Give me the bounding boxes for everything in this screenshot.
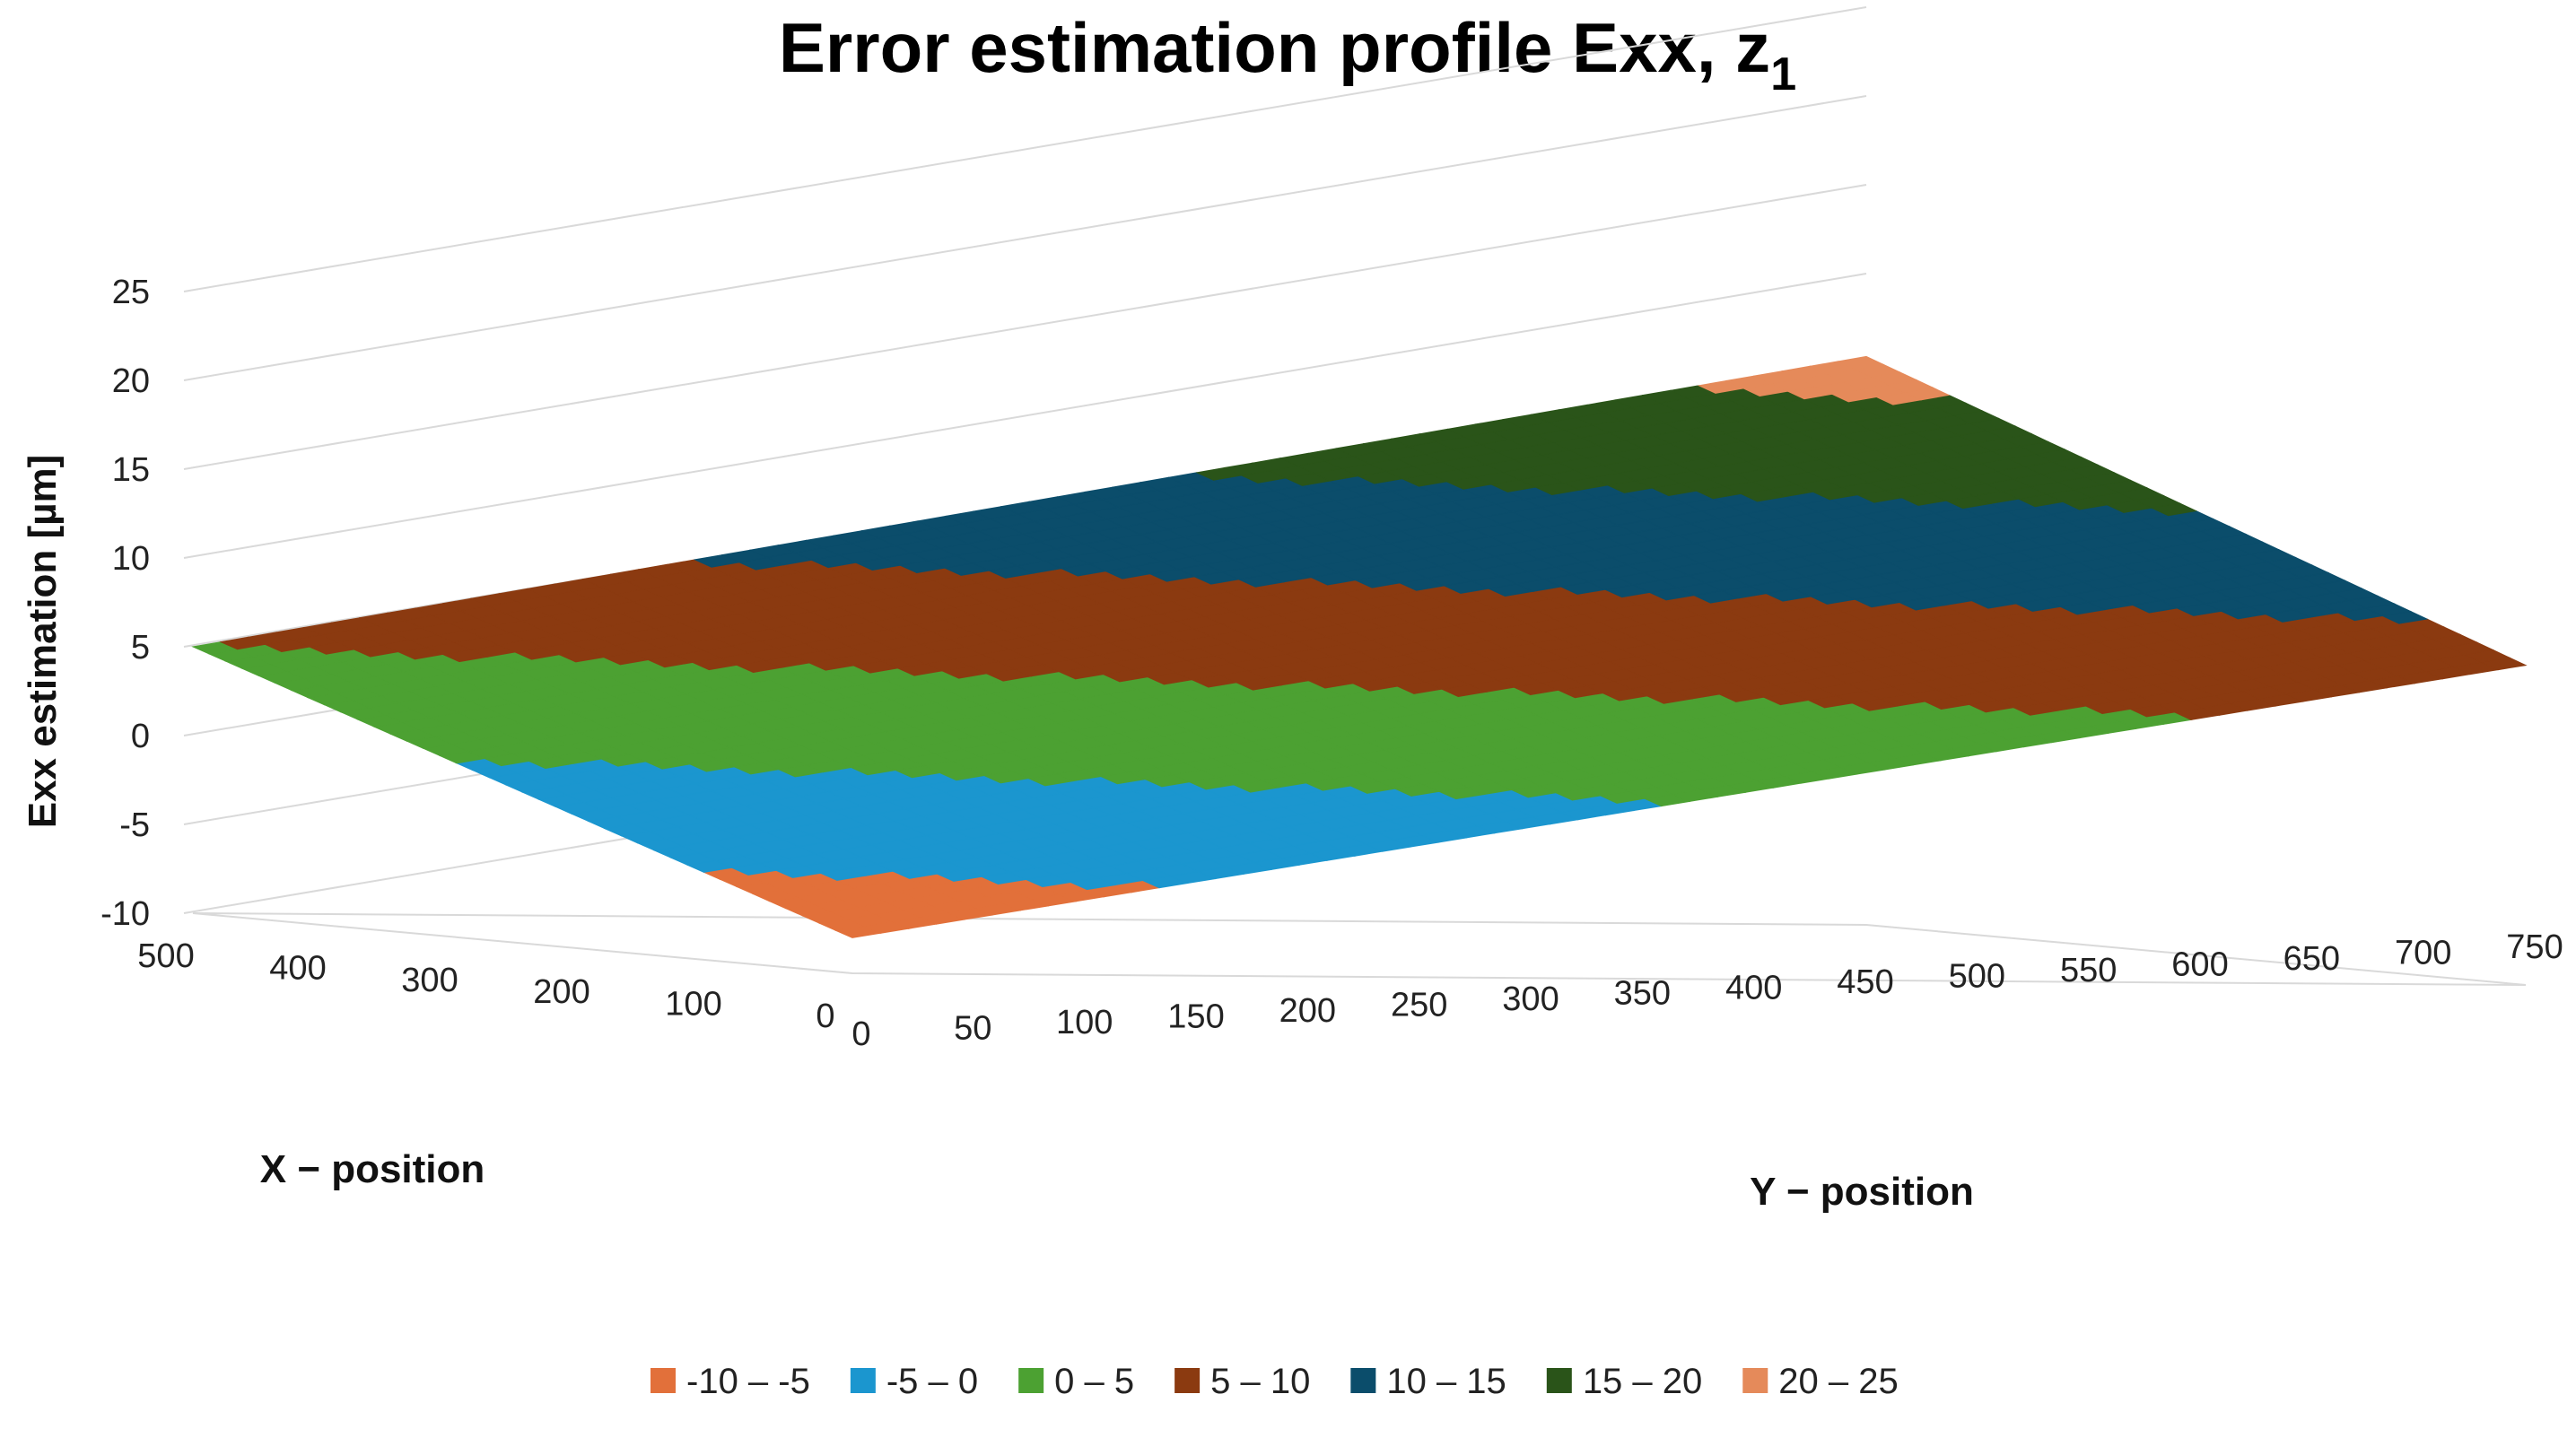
z-gridline (183, 6, 1867, 292)
z-gridline (183, 273, 1867, 559)
surface (191, 355, 2528, 938)
y-tick-label: 700 (2395, 935, 2451, 972)
chart-title: Error estimation profile Exx, z1 (779, 8, 1796, 100)
y-axis-label: Y − position (1750, 1170, 1974, 1214)
z-tick-label: 25 (112, 274, 150, 311)
legend-item: 15 – 20 (1546, 1362, 1702, 1401)
legend-label: 15 – 20 (1583, 1362, 1702, 1401)
z-tick-label: 5 (131, 629, 150, 667)
z-gridline (183, 95, 1867, 381)
y-tick-label: 250 (1391, 987, 1447, 1024)
z-tick-label: 15 (112, 451, 150, 489)
x-tick-label: 300 (401, 962, 458, 999)
x-tick-label: 500 (137, 937, 194, 975)
y-tick-label: 450 (1837, 963, 1893, 1001)
legend-item: 10 – 15 (1350, 1362, 1506, 1401)
legend-swatch (1174, 1368, 1201, 1393)
floor-gridlines (192, 912, 2527, 986)
legend-item: -10 – -5 (651, 1362, 810, 1401)
legend-swatch (1018, 1368, 1044, 1393)
y-tick-label: 150 (1167, 998, 1224, 1036)
legend-label: 20 – 25 (1778, 1362, 1898, 1401)
y-axis-ticks: 0 50 100 150 200 250 300 350 400 450 500 550 600 650 7… (851, 928, 2563, 1053)
z-gridline (183, 184, 1867, 470)
y-tick-label: 600 (2171, 945, 2228, 983)
legend-swatch (1546, 1368, 1572, 1393)
z-tick-label: 10 (112, 540, 150, 578)
y-tick-label: 300 (1502, 980, 1559, 1018)
legend-item: -5 – 0 (850, 1362, 978, 1401)
z-tick-label: -10 (100, 895, 150, 933)
y-tick-label: 500 (1949, 957, 2005, 995)
legend-label: -10 – -5 (686, 1362, 810, 1401)
legend: -10 – -5 -5 – 0 0 – 5 5 – 10 10 – 15 15 – 20 2… (651, 1362, 1899, 1401)
legend-label: 10 – 15 (1386, 1362, 1506, 1401)
legend-item: 5 – 10 (1174, 1362, 1310, 1401)
y-tick-label: 50 (954, 1010, 991, 1048)
y-tick-label: 750 (2506, 928, 2563, 966)
y-tick-label: 350 (1614, 975, 1671, 1013)
legend-label: 5 – 10 (1210, 1362, 1310, 1401)
z-tick-label: 20 (112, 362, 150, 400)
y-tick-label: 550 (2060, 952, 2117, 989)
legend-swatch (850, 1368, 876, 1393)
z-tick-label: -5 (119, 806, 150, 844)
x-tick-label: 200 (533, 973, 589, 1011)
chart-title-subscript: 1 (1770, 48, 1796, 100)
z-axis-label: Exx estimation [µm] (21, 455, 65, 829)
legend-swatch (1350, 1368, 1376, 1393)
y-tick-label: 200 (1279, 992, 1336, 1030)
legend-label: -5 – 0 (886, 1362, 978, 1401)
legend-swatch (651, 1368, 676, 1393)
legend-label: 0 – 5 (1054, 1362, 1134, 1401)
z-tick-label: 0 (131, 718, 150, 755)
floor-outline (192, 912, 2527, 986)
z-axis-ticks: -10 -5 0 5 10 15 20 25 (100, 274, 150, 933)
legend-swatch (1742, 1368, 1768, 1393)
surface-cell (1837, 355, 1885, 370)
y-tick-label: 650 (2283, 940, 2340, 978)
x-tick-label: 0 (816, 998, 834, 1035)
x-axis-ticks: 0 100 200 300 400 500 (137, 937, 834, 1035)
chart-title-main: Error estimation profile Exx, z (779, 8, 1770, 87)
x-axis-label: X − position (260, 1147, 485, 1191)
x-tick-label: 400 (269, 949, 326, 987)
y-tick-label: 0 (851, 1015, 870, 1053)
y-tick-label: 100 (1056, 1004, 1113, 1041)
legend-item: 0 – 5 (1018, 1362, 1134, 1401)
legend-item: 20 – 25 (1742, 1362, 1899, 1401)
x-tick-label: 100 (665, 986, 721, 1024)
y-tick-label: 400 (1725, 969, 1782, 1006)
